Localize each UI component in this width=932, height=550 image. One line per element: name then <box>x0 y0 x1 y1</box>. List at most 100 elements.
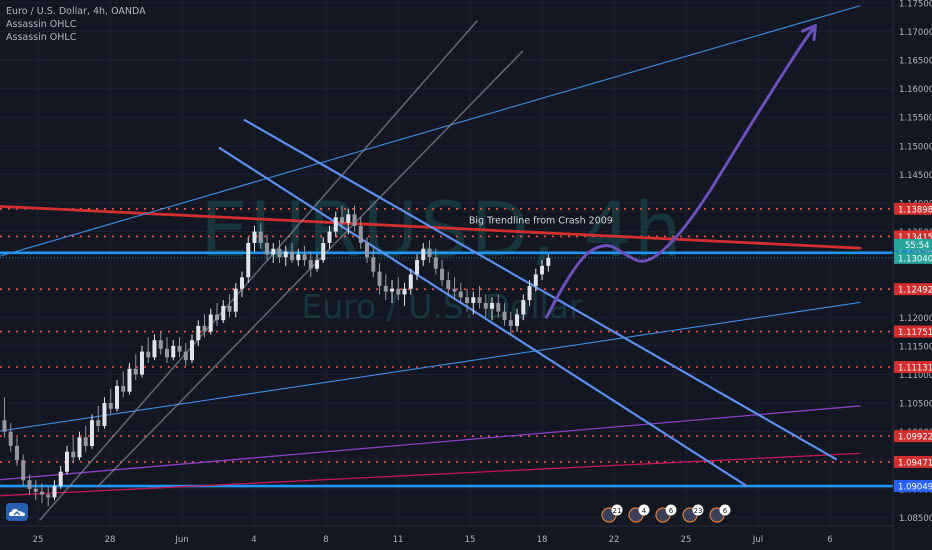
candle-body <box>189 340 194 361</box>
tradingview-logo-icon[interactable] <box>6 503 28 521</box>
candle-body <box>240 277 245 289</box>
price-tick-label: 1.17500 <box>899 0 932 9</box>
trendline-blue-thin <box>0 301 861 432</box>
candle-body <box>340 217 345 223</box>
event-count: 21 <box>613 507 622 515</box>
candle-body <box>39 491 44 495</box>
candle-body <box>483 303 488 309</box>
time-tick-label: 15 <box>465 535 476 545</box>
candle-body <box>208 314 213 332</box>
candle-body <box>433 257 438 269</box>
indicator-legend-1[interactable]: Assassin OHLC <box>6 19 77 30</box>
candle-body <box>127 368 132 392</box>
candle-body <box>308 260 313 269</box>
candle-body <box>490 303 495 309</box>
candle-body <box>458 291 463 298</box>
price-label-text: 1.09049 <box>898 483 932 493</box>
candle-body <box>465 297 470 304</box>
time-tick-label: 28 <box>105 535 116 545</box>
candle-body <box>521 300 526 315</box>
candle-body <box>533 274 538 286</box>
candle-body <box>508 320 513 326</box>
price-label-box <box>894 480 932 493</box>
candle-body <box>164 348 169 358</box>
candle-body <box>114 385 119 409</box>
trendline-pink <box>0 452 861 497</box>
candle-body <box>421 248 426 261</box>
price-tick-label: 1.17000 <box>899 28 932 38</box>
price-tick-label: 1.11000 <box>899 371 932 381</box>
candle-body <box>8 431 13 446</box>
price-label-text: 1.12492 <box>898 286 932 296</box>
price-label-box <box>894 283 932 296</box>
candle-body <box>2 420 7 432</box>
candle-body <box>446 280 451 289</box>
price-label-box <box>894 251 932 264</box>
candle-body <box>221 305 226 321</box>
candle-body <box>265 242 270 255</box>
event-count: 4 <box>642 507 647 515</box>
time-axis: 25 28 Jun 4 8 11 15 18 22 25 Jul 6 <box>0 525 893 550</box>
candle-body <box>77 437 82 458</box>
candle-body <box>64 451 69 472</box>
price-tick-label: 1.11500 <box>899 342 932 352</box>
price-tick-label: 1.08500 <box>899 514 932 524</box>
price-label-text: 1.09471 <box>898 458 932 468</box>
candle-body <box>296 254 301 261</box>
event-count: 23 <box>694 507 703 515</box>
trendline-white-channel <box>39 20 478 521</box>
indicator-legend-2[interactable]: Assassin OHLC <box>6 32 77 43</box>
candle-body <box>315 260 320 269</box>
candle-body <box>233 288 238 312</box>
candle-body <box>371 257 376 272</box>
candle-body <box>27 480 32 489</box>
price-label-text: 1.11751 <box>898 328 932 338</box>
candle-body <box>527 285 532 301</box>
price-label-box <box>894 455 932 468</box>
price-label-box <box>894 360 932 373</box>
candle-body <box>471 297 476 304</box>
candle-body <box>71 451 76 458</box>
candle-body <box>121 385 126 392</box>
candle-body <box>139 351 144 375</box>
candle-body <box>302 254 307 261</box>
price-tick-label: 1.15500 <box>899 114 932 124</box>
price-tick-label: 1.16500 <box>899 57 932 67</box>
time-tick-label: 4 <box>251 535 256 545</box>
event-count: 6 <box>723 507 728 515</box>
time-tick-label: 22 <box>609 535 620 545</box>
candle-body <box>540 265 545 275</box>
trendline-annotation: Big Trendline from Crash 2009 <box>469 216 613 227</box>
projection-curve <box>545 24 817 319</box>
price-label-box <box>894 430 932 443</box>
price-label-text: 1.13898 <box>898 205 932 215</box>
time-axis-bg <box>0 526 893 550</box>
candle-body <box>358 225 363 243</box>
symbol-legend[interactable]: Euro / U.S. Dollar, 4h, OANDA <box>6 6 146 17</box>
price-tick-label: 1.10500 <box>899 400 932 410</box>
time-tick-label: 11 <box>393 535 404 545</box>
candle-body <box>252 231 257 243</box>
candle-body <box>452 288 457 292</box>
candle-body <box>377 271 382 286</box>
grid <box>0 0 893 526</box>
candle-body <box>346 214 351 223</box>
projection-arrowhead <box>800 24 817 33</box>
logo-cloud-icon <box>9 509 25 516</box>
candle-body <box>171 345 176 358</box>
event-count-bubble <box>638 504 650 516</box>
candle-body <box>58 471 63 486</box>
time-tick-label: 8 <box>323 535 328 545</box>
candle-body <box>502 311 507 321</box>
candle-body <box>83 437 88 446</box>
candle-body <box>496 303 501 312</box>
candle-body <box>390 288 395 292</box>
candle-body <box>146 351 151 358</box>
price-label-text: 1.11131 <box>898 363 932 373</box>
candle-body <box>14 445 19 461</box>
price-label-box <box>894 202 932 215</box>
price-levels <box>0 207 893 488</box>
